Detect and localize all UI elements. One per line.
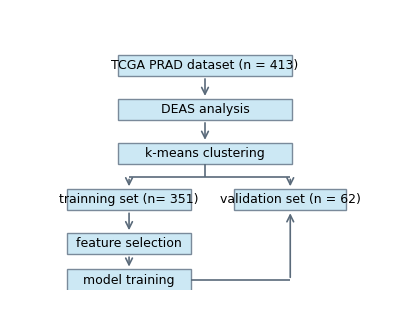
Text: k-means clustering: k-means clustering	[145, 147, 265, 160]
Text: feature selection: feature selection	[76, 237, 182, 250]
FancyBboxPatch shape	[67, 269, 191, 291]
Text: DEAS analysis: DEAS analysis	[161, 103, 249, 116]
FancyBboxPatch shape	[234, 189, 346, 211]
FancyBboxPatch shape	[118, 143, 292, 164]
Text: validation set (n = 62): validation set (n = 62)	[220, 193, 361, 206]
FancyBboxPatch shape	[118, 55, 292, 76]
Text: TCGA PRAD dataset (n = 413): TCGA PRAD dataset (n = 413)	[111, 59, 299, 72]
Text: model training: model training	[83, 274, 175, 287]
Text: trainning set (n= 351): trainning set (n= 351)	[59, 193, 199, 206]
FancyBboxPatch shape	[67, 233, 191, 254]
FancyBboxPatch shape	[67, 189, 191, 211]
FancyBboxPatch shape	[118, 99, 292, 120]
